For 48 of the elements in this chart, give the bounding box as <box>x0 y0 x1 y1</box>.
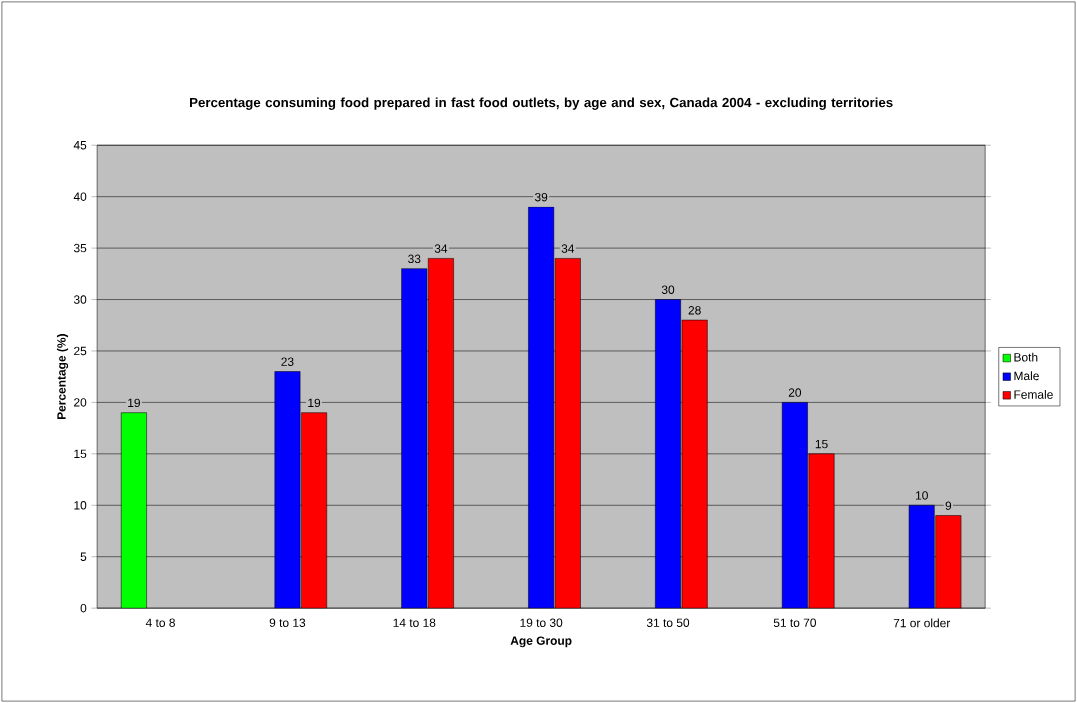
data-label: 19 <box>308 398 321 408</box>
bar <box>908 505 935 609</box>
x-tick-label: 51 to 70 <box>773 618 816 627</box>
bar <box>401 268 428 609</box>
data-label: 34 <box>434 244 448 253</box>
x-tick-label: 9 to 13 <box>269 618 306 627</box>
bar <box>935 515 962 609</box>
data-label: 28 <box>688 306 701 315</box>
y-tick-label: 35 <box>73 243 87 253</box>
bar <box>554 258 581 609</box>
data-label: 10 <box>916 491 928 500</box>
x-axis-title: Age Group <box>510 636 572 648</box>
data-label: 39 <box>534 192 548 202</box>
y-tick-label: 40 <box>73 192 87 201</box>
y-tick-label: 20 <box>74 398 87 407</box>
y-tick-label: 5 <box>80 552 87 561</box>
bar <box>808 453 835 609</box>
data-label: 30 <box>661 285 675 294</box>
bar <box>781 402 808 609</box>
legend-label: Female <box>1014 389 1053 399</box>
data-label: 19 <box>128 398 140 408</box>
x-tick-label: 19 to 30 <box>520 618 563 627</box>
x-tick-label: 14 to 18 <box>393 618 436 627</box>
x-tick-label: 4 to 8 <box>145 618 175 627</box>
x-tick-label: 31 to 50 <box>646 618 690 627</box>
y-tick-label: 45 <box>73 141 87 150</box>
data-label: 20 <box>788 388 802 397</box>
y-tick-label: 10 <box>74 501 87 510</box>
bar <box>274 371 301 609</box>
data-label: 15 <box>815 439 828 449</box>
bar <box>681 319 708 609</box>
y-tick-label: 0 <box>80 603 87 613</box>
y-tick-label: 30 <box>73 295 87 304</box>
y-tick-label: 25 <box>74 346 87 356</box>
y-axis-title: Percentage (%) <box>56 334 69 420</box>
data-label: 23 <box>281 357 294 366</box>
data-label: 34 <box>561 244 575 253</box>
bar <box>427 258 454 609</box>
bar <box>528 206 555 609</box>
data-label: 9 <box>945 501 952 510</box>
bar <box>655 299 681 609</box>
legend-label: Both <box>1014 352 1038 362</box>
bar <box>301 412 328 609</box>
legend-label: Male <box>1014 371 1039 381</box>
y-tick-label: 15 <box>74 449 87 459</box>
data-label: 33 <box>408 254 421 264</box>
chart-title: Percentage consuming food prepared in fast food outlets, by age and sex, Canada 2004 - excluding territories <box>190 97 893 110</box>
x-tick-label: 71 or older <box>893 618 951 628</box>
